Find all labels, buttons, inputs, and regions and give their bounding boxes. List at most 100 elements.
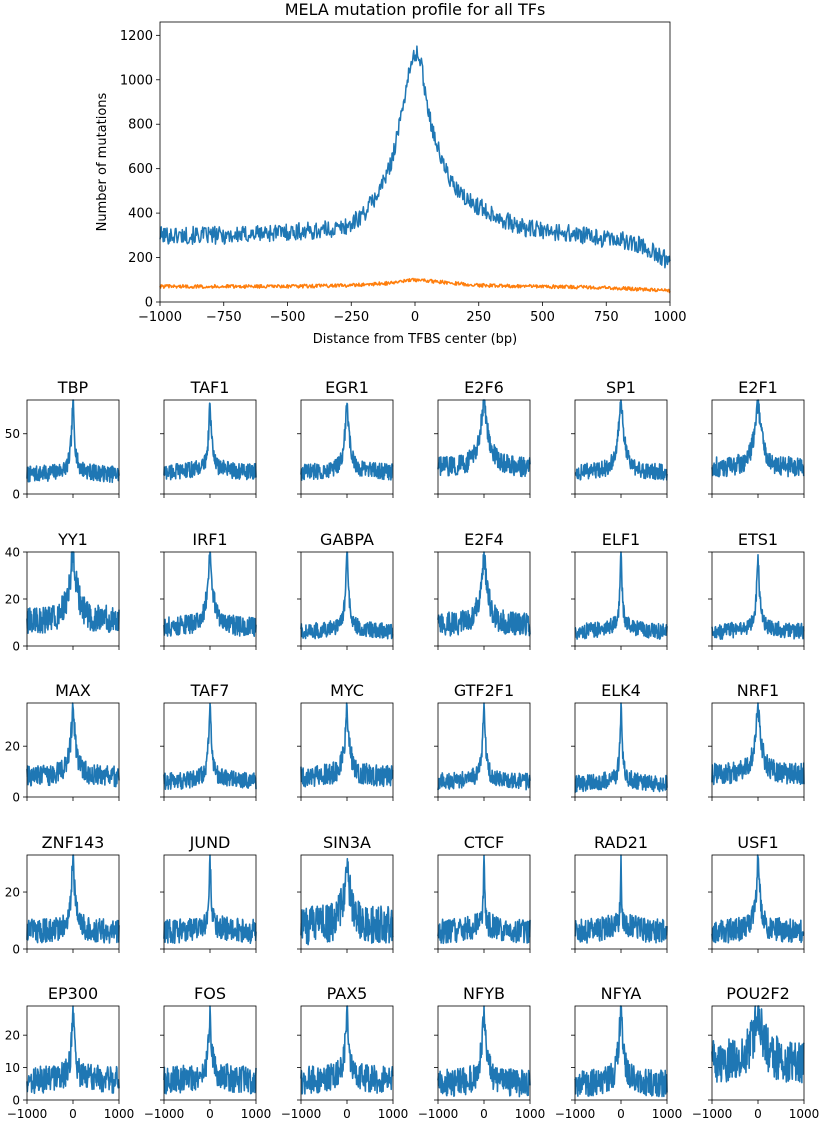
main-y-tick-label: 1200 — [120, 29, 153, 44]
small-x-tick-label: −1000 — [692, 1107, 733, 1121]
small-x-tick-label: 1000 — [652, 1107, 683, 1121]
small-series-line — [300, 1005, 394, 1095]
small-chart-nfya: −1000 0 1000 NFYA — [555, 984, 683, 1121]
small-series-line — [26, 1005, 120, 1095]
small-series-line — [163, 1005, 257, 1095]
small-series-line — [300, 402, 394, 481]
small-chart-title: ELF1 — [602, 530, 640, 549]
small-chart-title: MAX — [55, 681, 91, 700]
main-chart: −1000 −750 −500 −250 0 250 500 750 1000 0 200 400 60… — [95, 0, 687, 347]
small-chart-title: NRF1 — [737, 681, 779, 700]
small-y-tick-label: 40 — [5, 546, 20, 560]
main-y-tick-label: 600 — [128, 162, 153, 177]
small-chart-e2f1: E2F1 — [708, 378, 805, 498]
small-x-tick-label: 1000 — [241, 1107, 272, 1121]
small-series-line — [300, 857, 394, 946]
small-chart-title: E2F1 — [738, 378, 778, 397]
small-chart-title: TBP — [57, 378, 89, 397]
main-x-tick-label: −500 — [270, 310, 306, 325]
small-chart-title: E2F4 — [464, 530, 504, 549]
small-x-tick-label: 1000 — [104, 1107, 135, 1121]
small-chart-title: TAF7 — [190, 681, 230, 700]
main-x-tick-label: 750 — [594, 310, 619, 325]
small-series-line — [26, 399, 120, 484]
main-y-tick-label: 200 — [128, 251, 153, 266]
small-chart-title: PAX5 — [327, 984, 368, 1003]
main-y-axis-label: Number of mutations — [95, 92, 110, 231]
small-chart-znf143: 0 20 ZNF143 — [5, 833, 120, 957]
small-chart-ctcf: CTCF — [434, 833, 531, 953]
small-chart-tbp: 0 50 TBP — [5, 378, 120, 502]
small-chart-sp1: SP1 — [571, 378, 668, 498]
main-x-tick-label: 1000 — [653, 310, 686, 325]
main-y-tick-label: 800 — [128, 118, 153, 133]
small-series-line — [711, 1005, 805, 1084]
small-series-line — [26, 854, 120, 944]
main-x-tick-label: −1000 — [138, 310, 182, 325]
small-multiples-grid: 0 50 TBP TAF1 EGR1 E2F6 SP1 E2F1 0 20 40 YY1 IRF1 GAB… — [5, 378, 820, 1121]
small-series-line — [574, 854, 668, 944]
small-chart-e2f6: E2F6 — [434, 378, 531, 498]
main-x-tick-label: 250 — [466, 310, 491, 325]
small-chart-title: JUND — [189, 833, 231, 852]
small-series-line — [437, 702, 531, 791]
small-chart-nfyb: −1000 0 1000 NFYB — [418, 984, 546, 1121]
main-x-tick-label: 500 — [530, 310, 555, 325]
small-chart-title: FOS — [194, 984, 226, 1003]
small-chart-title: SIN3A — [323, 833, 371, 852]
small-series-line — [437, 399, 531, 478]
small-series-line — [437, 551, 531, 637]
small-chart-jund: JUND — [160, 833, 257, 953]
small-chart-title: GTF2F1 — [454, 681, 514, 700]
small-series-line — [437, 1005, 531, 1098]
small-x-tick-label: 0 — [480, 1107, 488, 1121]
small-chart-yy1: 0 20 40 YY1 — [5, 530, 120, 654]
small-chart-usf1: USF1 — [708, 833, 805, 953]
small-series-line — [574, 551, 668, 640]
small-chart-title: E2F6 — [464, 378, 504, 397]
small-x-tick-label: 0 — [617, 1107, 625, 1121]
small-series-line — [574, 702, 668, 793]
small-series-line — [163, 854, 257, 945]
small-chart-fos: −1000 0 1000 FOS — [144, 984, 272, 1121]
small-y-tick-label: 0 — [12, 943, 20, 957]
small-series-line — [711, 553, 805, 640]
small-series-line — [163, 702, 257, 791]
small-x-tick-label: 1000 — [515, 1107, 546, 1121]
small-chart-irf1: IRF1 — [160, 530, 257, 650]
small-chart-title: MYC — [330, 681, 364, 700]
small-chart-taf7: TAF7 — [160, 681, 257, 801]
small-series-line — [163, 551, 257, 637]
main-plot-frame — [159, 21, 671, 303]
small-y-tick-label: 20 — [5, 1029, 20, 1043]
small-series-line — [300, 551, 394, 640]
small-chart-nrf1: NRF1 — [708, 681, 805, 801]
main-y-tick-label: 1000 — [120, 73, 153, 88]
main-y-tick-label: 0 — [145, 296, 153, 311]
small-x-tick-label: −1000 — [555, 1107, 596, 1121]
small-chart-gtf2f1: GTF2F1 — [434, 681, 531, 801]
small-series-line — [437, 854, 531, 945]
small-chart-rad21: RAD21 — [571, 833, 668, 953]
small-chart-egr1: EGR1 — [297, 378, 394, 498]
small-chart-title: POU2F2 — [726, 984, 790, 1003]
small-x-tick-label: −1000 — [7, 1107, 48, 1121]
small-series-line — [300, 702, 394, 788]
main-x-tick-label: 0 — [411, 310, 419, 325]
small-chart-title: NFYB — [463, 984, 505, 1003]
main-y-tick-label: 400 — [128, 207, 153, 222]
small-x-tick-label: 0 — [343, 1107, 351, 1121]
main-chart-title: MELA mutation profile for all TFs — [285, 0, 546, 19]
small-y-tick-label: 0 — [12, 1094, 20, 1108]
small-series-line — [574, 1005, 668, 1098]
small-plot-frame — [711, 399, 805, 495]
small-y-tick-label: 20 — [5, 886, 20, 900]
small-x-tick-label: −1000 — [281, 1107, 322, 1121]
small-plot-frame — [574, 399, 668, 495]
small-chart-title: EP300 — [48, 984, 98, 1003]
small-x-tick-label: 0 — [206, 1107, 214, 1121]
small-x-tick-label: 1000 — [378, 1107, 409, 1121]
small-y-tick-label: 50 — [5, 427, 20, 441]
